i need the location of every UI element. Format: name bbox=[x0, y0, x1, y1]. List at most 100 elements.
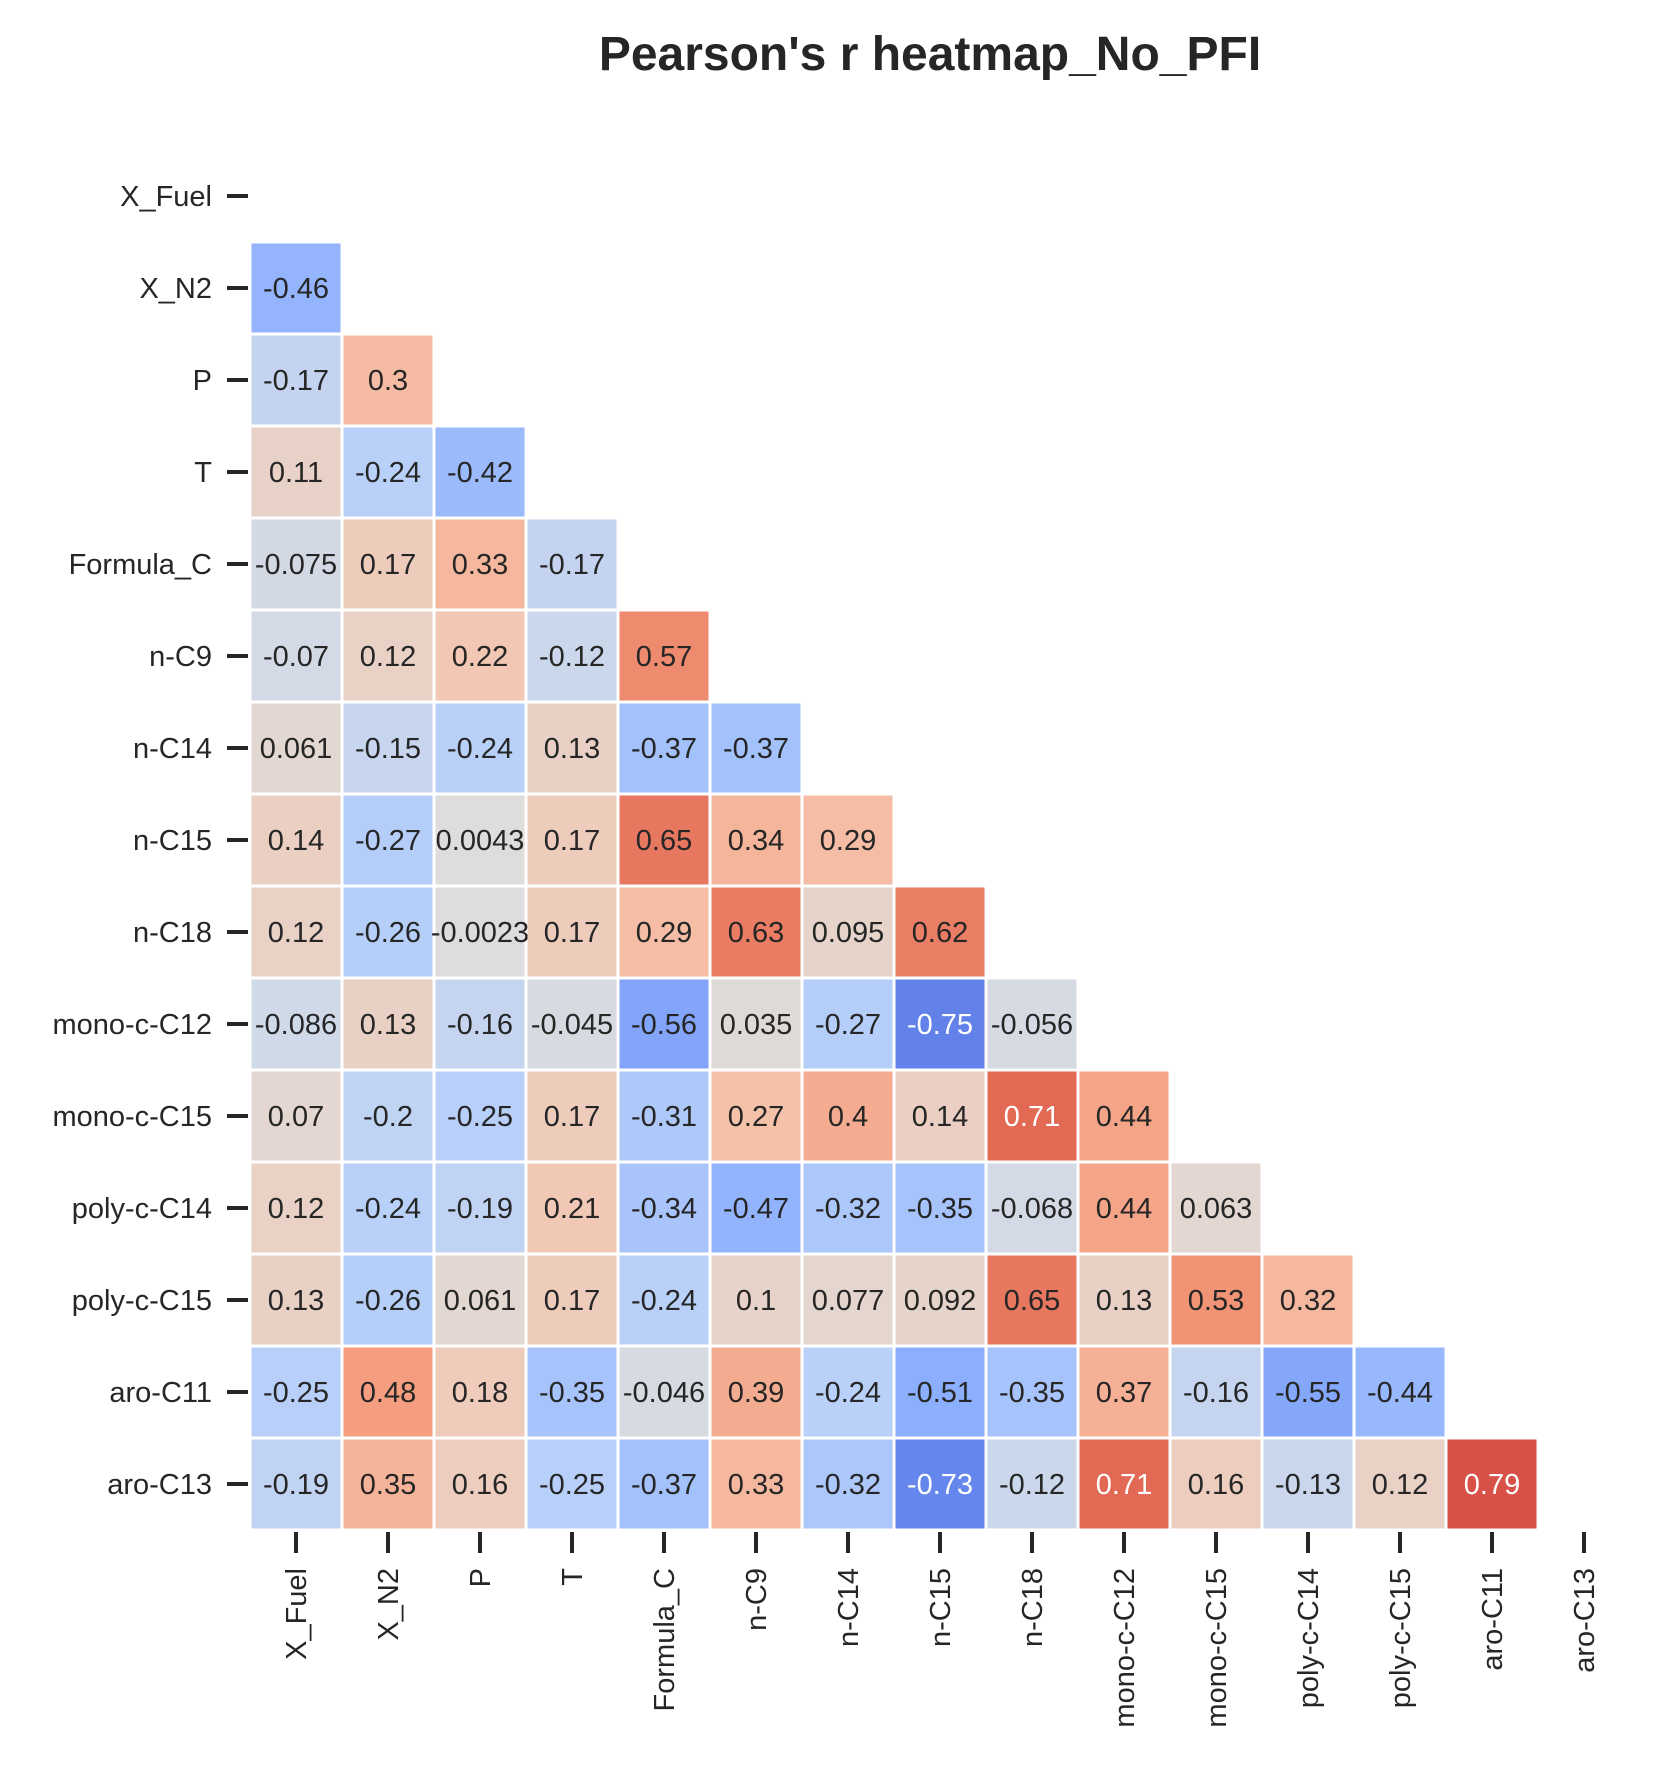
heatmap-cell-11-1 bbox=[343, 1163, 433, 1253]
cell-value-label-14-8: -0.12 bbox=[999, 1469, 1065, 1501]
cell-value-label-9-4: -0.56 bbox=[631, 1009, 697, 1041]
cell-value-label-9-5: 0.035 bbox=[720, 1009, 793, 1041]
cell-value-label-13-0: -0.25 bbox=[263, 1377, 329, 1409]
cell-value-label-8-6: 0.095 bbox=[812, 917, 885, 949]
x-tick-label-T: T bbox=[557, 1568, 589, 1586]
heatmap-cell-12-10 bbox=[1171, 1255, 1261, 1345]
y-tick-label-X_N2: X_N2 bbox=[139, 273, 212, 305]
heatmap-cell-7-0 bbox=[251, 795, 341, 885]
cell-value-label-12-3: 0.17 bbox=[544, 1285, 600, 1317]
heatmap-cell-11-2 bbox=[435, 1163, 525, 1253]
heatmap-cell-6-1 bbox=[343, 703, 433, 793]
cell-value-label-10-3: 0.17 bbox=[544, 1101, 600, 1133]
heatmap-cell-6-5 bbox=[711, 703, 801, 793]
cell-value-label-11-7: -0.35 bbox=[907, 1193, 973, 1225]
cell-value-label-13-2: 0.18 bbox=[452, 1377, 508, 1409]
cell-value-label-8-5: 0.63 bbox=[728, 917, 784, 949]
cell-value-label-6-5: -0.37 bbox=[723, 733, 789, 765]
cell-value-label-9-8: -0.056 bbox=[991, 1009, 1073, 1041]
heatmap-cell-12-7 bbox=[895, 1255, 985, 1345]
cell-value-label-3-1: -0.24 bbox=[355, 457, 421, 489]
cell-value-label-12-1: -0.26 bbox=[355, 1285, 421, 1317]
cell-value-label-1-0: -0.46 bbox=[263, 273, 329, 305]
heatmap-cell-14-8 bbox=[987, 1439, 1077, 1529]
heatmap-cell-8-0 bbox=[251, 887, 341, 977]
cell-value-label-9-2: -0.16 bbox=[447, 1009, 513, 1041]
cell-value-label-11-0: 0.12 bbox=[268, 1193, 324, 1225]
heatmap-cell-12-4 bbox=[619, 1255, 709, 1345]
chart-title: Pearson's r heatmap_No_PFI bbox=[599, 28, 1261, 81]
heatmap-cell-7-5 bbox=[711, 795, 801, 885]
y-tick-label-poly-c-C14: poly-c-C14 bbox=[72, 1193, 212, 1225]
heatmap-cell-14-7 bbox=[895, 1439, 985, 1529]
y-tick-label-n-C9: n-C9 bbox=[149, 641, 212, 673]
heatmap-cell-9-2 bbox=[435, 979, 525, 1069]
heatmap-cell-12-2 bbox=[435, 1255, 525, 1345]
heatmap-cell-12-3 bbox=[527, 1255, 617, 1345]
heatmap-cell-6-3 bbox=[527, 703, 617, 793]
cell-value-label-13-4: -0.046 bbox=[623, 1377, 705, 1409]
heatmap-cell-14-0 bbox=[251, 1439, 341, 1529]
heatmap-cell-13-7 bbox=[895, 1347, 985, 1437]
heatmap-cell-11-0 bbox=[251, 1163, 341, 1253]
cell-value-label-3-0: 0.11 bbox=[269, 457, 323, 489]
cell-value-label-6-0: 0.061 bbox=[260, 733, 333, 765]
heatmap-cell-5-4 bbox=[619, 611, 709, 701]
cell-value-label-3-2: -0.42 bbox=[447, 457, 513, 489]
cell-value-label-10-0: 0.07 bbox=[268, 1101, 324, 1133]
heatmap-cell-12-11 bbox=[1263, 1255, 1353, 1345]
heatmap-cell-10-5 bbox=[711, 1071, 801, 1161]
cell-value-label-10-2: -0.25 bbox=[447, 1101, 513, 1133]
cell-value-label-9-0: -0.086 bbox=[255, 1009, 337, 1041]
heatmap-cell-12-9 bbox=[1079, 1255, 1169, 1345]
y-tick-label-mono-c-C15: mono-c-C15 bbox=[52, 1101, 212, 1133]
heatmap-cell-5-0 bbox=[251, 611, 341, 701]
x-tick-label-Formula_C: Formula_C bbox=[649, 1568, 681, 1711]
cell-value-label-12-4: -0.24 bbox=[631, 1285, 697, 1317]
y-tick-label-mono-c-C12: mono-c-C12 bbox=[52, 1009, 212, 1041]
heatmap-cell-12-8 bbox=[987, 1255, 1077, 1345]
cell-value-label-12-7: 0.092 bbox=[904, 1285, 977, 1317]
heatmap-cell-8-4 bbox=[619, 887, 709, 977]
cell-value-label-8-0: 0.12 bbox=[268, 917, 324, 949]
heatmap-cell-2-0 bbox=[251, 335, 341, 425]
heatmap-cell-14-11 bbox=[1263, 1439, 1353, 1529]
heatmap-cell-13-5 bbox=[711, 1347, 801, 1437]
cell-value-label-11-9: 0.44 bbox=[1096, 1193, 1152, 1225]
cell-value-label-8-7: 0.62 bbox=[912, 917, 968, 949]
cell-value-label-14-4: -0.37 bbox=[631, 1469, 697, 1501]
heatmap-cell-11-6 bbox=[803, 1163, 893, 1253]
heatmap-cell-11-10 bbox=[1171, 1163, 1261, 1253]
x-tick-label-n-C9: n-C9 bbox=[741, 1568, 773, 1631]
cell-value-label-14-7: -0.73 bbox=[907, 1469, 973, 1501]
heatmap-cell-9-0 bbox=[251, 979, 341, 1069]
heatmap-cell-1-0 bbox=[251, 243, 341, 333]
heatmap-cell-10-7 bbox=[895, 1071, 985, 1161]
x-tick-label-X_Fuel: X_Fuel bbox=[281, 1568, 313, 1660]
heatmap-cell-10-2 bbox=[435, 1071, 525, 1161]
cell-value-label-12-0: 0.13 bbox=[268, 1285, 324, 1317]
cell-value-label-7-0: 0.14 bbox=[268, 825, 324, 857]
cell-value-label-2-0: -0.17 bbox=[263, 365, 329, 397]
heatmap-cell-2-1 bbox=[343, 335, 433, 425]
cell-value-label-10-6: 0.4 bbox=[828, 1101, 868, 1133]
heatmap-cell-12-6 bbox=[803, 1255, 893, 1345]
y-tick-label-n-C15: n-C15 bbox=[133, 825, 212, 857]
cell-value-label-13-5: 0.39 bbox=[728, 1377, 784, 1409]
cell-value-label-11-8: -0.068 bbox=[991, 1193, 1073, 1225]
heatmap-cell-10-0 bbox=[251, 1071, 341, 1161]
heatmap-cell-11-7 bbox=[895, 1163, 985, 1253]
heatmap-cell-13-10 bbox=[1171, 1347, 1261, 1437]
heatmap-cell-14-10 bbox=[1171, 1439, 1261, 1529]
cell-value-label-12-8: 0.65 bbox=[1004, 1285, 1060, 1317]
heatmap-cell-11-5 bbox=[711, 1163, 801, 1253]
x-axis-labels: X_Fuel X_N2 P T Formula_C n-C9 n-C14 n-C15 n-C18… bbox=[281, 1532, 1601, 1728]
cell-value-label-4-3: -0.17 bbox=[539, 549, 605, 581]
heatmap-cell-13-2 bbox=[435, 1347, 525, 1437]
cell-value-label-7-2: 0.0043 bbox=[436, 825, 525, 857]
heatmap-cell-4-1 bbox=[343, 519, 433, 609]
heatmap-cell-14-1 bbox=[343, 1439, 433, 1529]
heatmap-cell-14-13 bbox=[1447, 1439, 1537, 1529]
heatmap-cell-3-2 bbox=[435, 427, 525, 517]
